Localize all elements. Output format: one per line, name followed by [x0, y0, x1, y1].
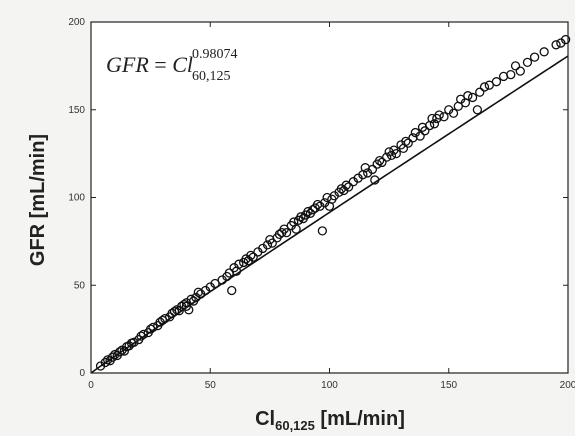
- data-point: [343, 182, 354, 192]
- data-point: [391, 148, 401, 159]
- data-point: [114, 347, 125, 357]
- data-point: [401, 136, 411, 146]
- data-point: [291, 224, 301, 234]
- formula-base: Cl: [172, 52, 193, 77]
- x-axis-title-unit: [mL/min]: [315, 408, 405, 430]
- data-point: [522, 57, 533, 68]
- y-tick-label: 150: [68, 105, 85, 116]
- y-tick-label: 0: [79, 368, 85, 379]
- data-point: [448, 108, 459, 118]
- plot-background: [91, 22, 568, 373]
- data-point: [403, 138, 413, 148]
- point-layer: [95, 34, 571, 371]
- data-point: [317, 226, 328, 236]
- x-axis-title-main: Cl: [255, 408, 275, 430]
- data-point: [382, 152, 392, 162]
- data-point: [491, 77, 502, 87]
- data-point: [439, 112, 449, 122]
- data-point: [262, 240, 273, 250]
- y-tick-label: 50: [74, 280, 86, 291]
- data-point: [145, 324, 156, 334]
- y-tick-label: 200: [68, 17, 85, 28]
- data-point: [303, 206, 313, 217]
- y-axis-title: GFR [mL/min]: [27, 134, 49, 266]
- fit-curve: [90, 55, 569, 374]
- data-point: [157, 315, 168, 326]
- data-point: [475, 87, 485, 97]
- data-point: [434, 110, 444, 120]
- data-point: [427, 113, 437, 124]
- formula-subscript: 60,125: [192, 69, 231, 84]
- data-point: [184, 305, 194, 315]
- data-point: [506, 70, 516, 80]
- data-point: [267, 238, 277, 248]
- data-point: [415, 131, 425, 141]
- data-point: [367, 164, 378, 175]
- data-point: [374, 155, 385, 166]
- data-point: [463, 91, 473, 101]
- y-tick-label: 100: [68, 193, 85, 204]
- data-point: [100, 357, 110, 368]
- fit-layer: [90, 55, 569, 374]
- data-point: [174, 306, 184, 316]
- x-tick-label: 200: [560, 380, 575, 391]
- data-point: [179, 299, 189, 310]
- data-point: [551, 40, 561, 50]
- data-point: [119, 346, 130, 356]
- data-point: [234, 259, 244, 269]
- data-point: [281, 227, 292, 238]
- data-point: [484, 80, 494, 90]
- x-tick-label: 100: [321, 380, 338, 391]
- data-point: [560, 34, 571, 45]
- data-point: [296, 212, 306, 222]
- data-point: [467, 92, 478, 103]
- data-point: [138, 329, 149, 340]
- x-axis-title: Cl60,125 [mL/min]: [255, 408, 405, 433]
- data-point: [472, 105, 483, 115]
- formula-annotation: GFR = Cl: [106, 52, 193, 77]
- data-point: [210, 278, 220, 289]
- data-point: [370, 175, 380, 185]
- plot-frame: [90, 21, 569, 374]
- data-point: [246, 250, 256, 261]
- data-point: [169, 306, 180, 317]
- data-point: [386, 150, 397, 161]
- x-tick-label: 50: [205, 380, 217, 391]
- data-point: [227, 285, 237, 296]
- formula-lhs: GFR: [106, 52, 149, 77]
- x-axis-title-subscript: 60,125: [275, 418, 315, 433]
- formula-exponent: 0.98074: [192, 47, 238, 62]
- data-point: [377, 157, 387, 168]
- data-point: [429, 119, 440, 129]
- data-point: [420, 126, 430, 136]
- data-point: [529, 52, 540, 62]
- data-point: [341, 180, 351, 190]
- data-point: [148, 322, 158, 333]
- formula-equals: =: [149, 52, 172, 77]
- data-point: [510, 61, 521, 71]
- x-tick-label: 0: [88, 380, 94, 391]
- data-point: [129, 337, 139, 347]
- data-point: [186, 294, 196, 304]
- data-point: [308, 205, 318, 215]
- data-point: [479, 82, 490, 92]
- data-point: [107, 352, 118, 362]
- data-point: [136, 331, 146, 341]
- data-point: [539, 47, 549, 57]
- data-point: [160, 313, 170, 324]
- data-point: [248, 252, 258, 262]
- x-tick-label: 150: [440, 380, 457, 391]
- data-point: [515, 66, 525, 76]
